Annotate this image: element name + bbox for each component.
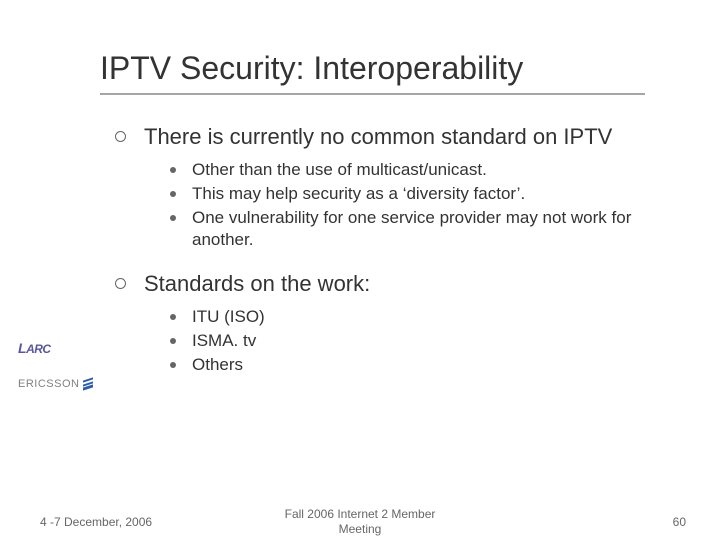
title-underline <box>100 93 645 95</box>
sub-text: Other than the use of multicast/unicast. <box>192 159 487 181</box>
page-title: IPTV Security: Interoperability <box>100 50 720 87</box>
ericsson-text: ERICSSON <box>18 378 79 390</box>
bullet-text: There is currently no common standard on… <box>144 123 612 151</box>
sub-list: ITU (ISO) ISMA. tv Others <box>170 306 675 376</box>
ericsson-logo: ERICSSON <box>18 378 88 390</box>
sub-text: Others <box>192 354 243 376</box>
sub-item: ISMA. tv <box>170 330 675 352</box>
sub-text: ITU (ISO) <box>192 306 265 328</box>
larc-text: LARC <box>18 340 51 356</box>
sub-item: Others <box>170 354 675 376</box>
logo-area: LARC ERICSSON <box>18 340 88 390</box>
footer-page-number: 60 <box>673 515 686 529</box>
bullet-item: Standards on the work: <box>115 270 675 298</box>
slide: IPTV Security: Interoperability There is… <box>0 0 720 540</box>
dot-bullet-icon <box>170 338 176 344</box>
sub-item: ITU (ISO) <box>170 306 675 328</box>
circle-bullet-icon <box>115 278 126 289</box>
dot-bullet-icon <box>170 362 176 368</box>
circle-bullet-icon <box>115 131 126 142</box>
content-area: There is currently no common standard on… <box>115 123 675 376</box>
dot-bullet-icon <box>170 167 176 173</box>
sub-text: ISMA. tv <box>192 330 256 352</box>
footer-line1: Fall 2006 Internet 2 Member <box>285 507 436 521</box>
ericsson-bars-icon <box>83 378 93 391</box>
dot-bullet-icon <box>170 191 176 197</box>
footer-line2: Meeting <box>339 522 382 536</box>
dot-bullet-icon <box>170 215 176 221</box>
footer-event: Fall 2006 Internet 2 Member Meeting <box>0 507 720 537</box>
larc-logo: LARC <box>18 340 88 356</box>
bullet-text: Standards on the work: <box>144 270 370 298</box>
sub-text: One vulnerability for one service provid… <box>192 207 675 251</box>
sub-item: This may help security as a ‘diversity f… <box>170 183 675 205</box>
dot-bullet-icon <box>170 314 176 320</box>
bullet-item: There is currently no common standard on… <box>115 123 675 151</box>
sub-list: Other than the use of multicast/unicast.… <box>170 159 675 251</box>
sub-text: This may help security as a ‘diversity f… <box>192 183 525 205</box>
sub-item: One vulnerability for one service provid… <box>170 207 675 251</box>
sub-item: Other than the use of multicast/unicast. <box>170 159 675 181</box>
